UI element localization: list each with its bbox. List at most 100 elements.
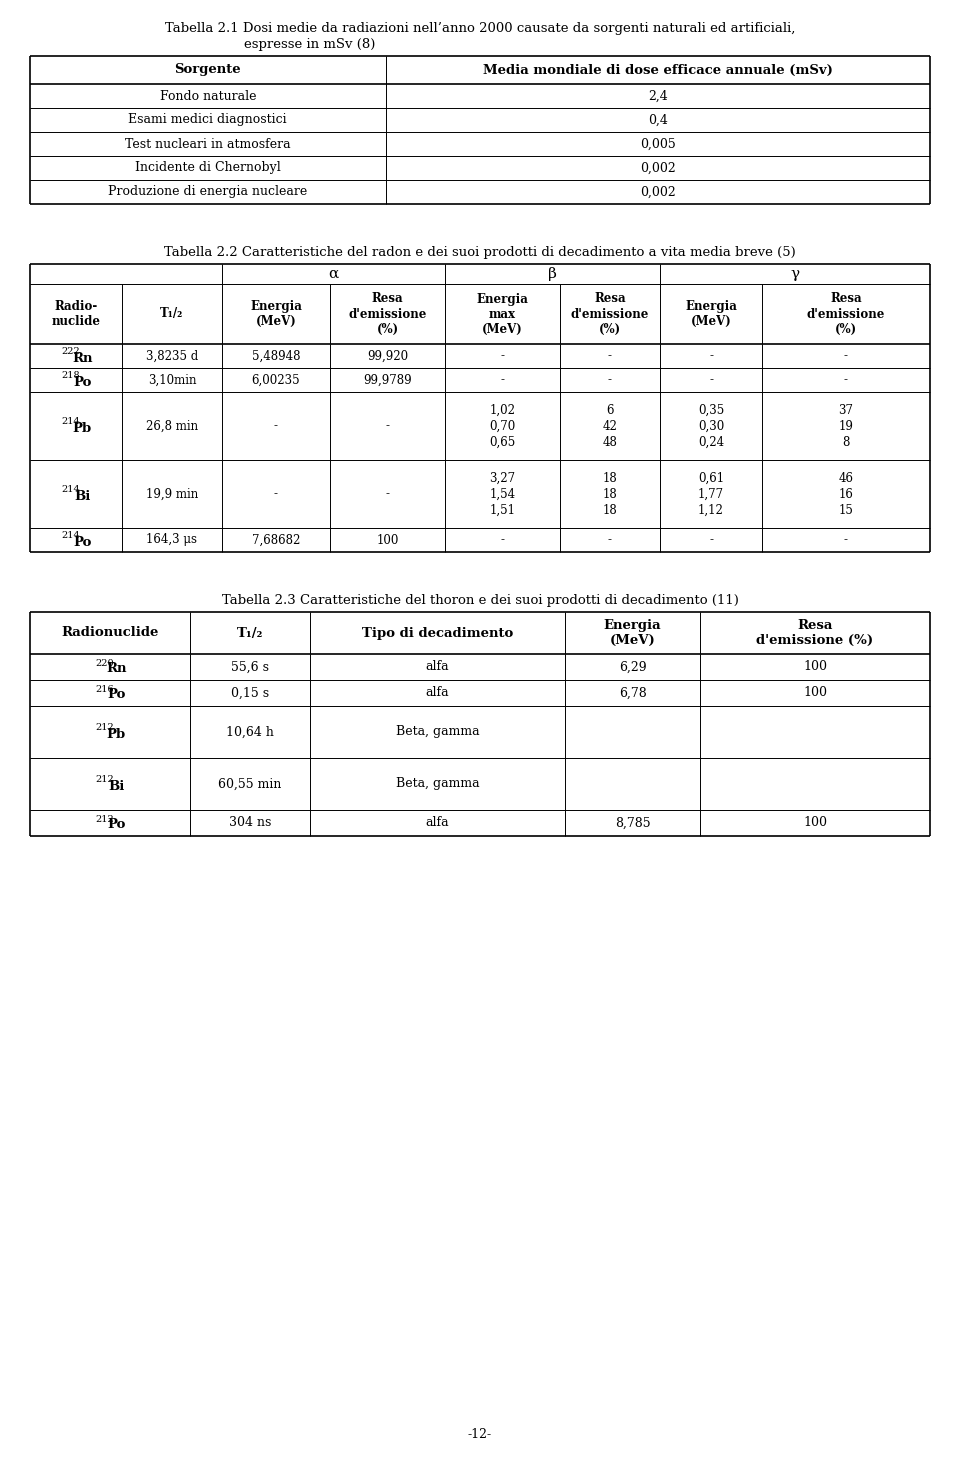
Text: 99,920: 99,920 <box>367 350 408 363</box>
Text: alfa: alfa <box>425 686 449 699</box>
Text: Test nucleari in atmosfera: Test nucleari in atmosfera <box>125 137 291 150</box>
Text: Tipo di decadimento: Tipo di decadimento <box>362 627 514 640</box>
Text: 214: 214 <box>61 485 80 494</box>
Text: Rn: Rn <box>106 663 127 676</box>
Text: Resa
d'emissione
(%): Resa d'emissione (%) <box>348 293 426 335</box>
Text: Tabella 2.1 Dosi medie da radiazioni nell’anno 2000 causate da sorgenti naturali: Tabella 2.1 Dosi medie da radiazioni nel… <box>165 22 795 35</box>
Text: 6,29: 6,29 <box>618 660 646 673</box>
Text: 220: 220 <box>95 659 114 667</box>
Text: Pb: Pb <box>73 421 92 434</box>
Text: Energia
(MeV): Energia (MeV) <box>685 300 737 328</box>
Text: -: - <box>608 373 612 386</box>
Text: Fondo naturale: Fondo naturale <box>159 89 256 102</box>
Text: γ: γ <box>790 267 800 281</box>
Text: alfa: alfa <box>425 660 449 673</box>
Text: 100: 100 <box>376 533 398 546</box>
Text: α: α <box>328 267 339 281</box>
Text: 214: 214 <box>61 532 80 541</box>
Text: Energia
(MeV): Energia (MeV) <box>250 300 302 328</box>
Text: 212: 212 <box>95 814 114 823</box>
Text: -: - <box>709 533 713 546</box>
Text: 18: 18 <box>603 488 617 501</box>
Text: 6,00235: 6,00235 <box>252 373 300 386</box>
Text: Esami medici diagnostici: Esami medici diagnostici <box>129 114 287 127</box>
Text: -: - <box>386 420 390 433</box>
Text: 0,65: 0,65 <box>490 436 516 449</box>
Text: Po: Po <box>73 536 91 548</box>
Text: -: - <box>386 488 390 501</box>
Text: 222: 222 <box>61 348 80 357</box>
Text: 100: 100 <box>803 660 827 673</box>
Text: 0,61: 0,61 <box>698 472 724 485</box>
Text: 0,24: 0,24 <box>698 436 724 449</box>
Text: 0,002: 0,002 <box>640 162 676 175</box>
Text: 164,3 μs: 164,3 μs <box>147 533 198 546</box>
Text: 18: 18 <box>603 472 617 485</box>
Text: 7,68682: 7,68682 <box>252 533 300 546</box>
Text: 19,9 min: 19,9 min <box>146 488 198 501</box>
Text: 10,64 h: 10,64 h <box>226 726 274 739</box>
Text: 8,785: 8,785 <box>614 816 650 829</box>
Text: -: - <box>274 488 278 501</box>
Text: 0,15 s: 0,15 s <box>231 686 269 699</box>
Text: 19: 19 <box>839 420 853 433</box>
Text: -: - <box>844 533 848 546</box>
Text: -: - <box>500 533 505 546</box>
Text: 42: 42 <box>603 420 617 433</box>
Text: 212: 212 <box>95 775 114 784</box>
Text: 100: 100 <box>803 686 827 699</box>
Text: Tabella 2.2 Caratteristiche del radon e dei suoi prodotti di decadimento a vita : Tabella 2.2 Caratteristiche del radon e … <box>164 246 796 259</box>
Text: 0,002: 0,002 <box>640 185 676 198</box>
Text: 60,55 min: 60,55 min <box>218 778 281 791</box>
Text: Rn: Rn <box>72 351 92 364</box>
Text: Media mondiale di dose efficace annuale (mSv): Media mondiale di dose efficace annuale … <box>483 64 832 77</box>
Text: 5,48948: 5,48948 <box>252 350 300 363</box>
Text: 304 ns: 304 ns <box>228 816 271 829</box>
Text: -: - <box>844 350 848 363</box>
Text: T₁/₂: T₁/₂ <box>237 627 263 640</box>
Text: 100: 100 <box>803 816 827 829</box>
Text: Po: Po <box>108 819 126 832</box>
Text: -: - <box>274 420 278 433</box>
Text: -: - <box>608 533 612 546</box>
Text: Beta, gamma: Beta, gamma <box>396 778 479 791</box>
Text: 6,78: 6,78 <box>618 686 646 699</box>
Text: alfa: alfa <box>425 816 449 829</box>
Text: 0,30: 0,30 <box>698 420 724 433</box>
Text: Tabella 2.3 Caratteristiche del thoron e dei suoi prodotti di decadimento (11): Tabella 2.3 Caratteristiche del thoron e… <box>222 594 738 608</box>
Text: -: - <box>709 373 713 386</box>
Text: Po: Po <box>73 376 91 389</box>
Text: 0,005: 0,005 <box>640 137 676 150</box>
Text: Resa
d'emissione
(%): Resa d'emissione (%) <box>571 293 649 335</box>
Text: Bi: Bi <box>108 779 125 793</box>
Text: 8: 8 <box>842 436 850 449</box>
Text: 0,4: 0,4 <box>648 114 668 127</box>
Text: 6: 6 <box>607 404 613 417</box>
Text: 216: 216 <box>95 685 114 694</box>
Text: Energia
(MeV): Energia (MeV) <box>604 619 661 647</box>
Text: 37: 37 <box>838 404 853 417</box>
Text: Resa
d'emissione (%): Resa d'emissione (%) <box>756 619 874 647</box>
Text: T₁/₂: T₁/₂ <box>160 307 183 321</box>
Text: -: - <box>500 373 505 386</box>
Text: 0,70: 0,70 <box>490 420 516 433</box>
Text: -12-: -12- <box>468 1428 492 1441</box>
Text: 26,8 min: 26,8 min <box>146 420 198 433</box>
Text: 3,27: 3,27 <box>490 472 516 485</box>
Text: Po: Po <box>108 689 126 701</box>
Text: 214: 214 <box>61 418 80 427</box>
Text: 1,02: 1,02 <box>490 404 516 417</box>
Text: Radionuclide: Radionuclide <box>61 627 158 640</box>
Text: 99,9789: 99,9789 <box>363 373 412 386</box>
Text: -: - <box>500 350 505 363</box>
Text: -: - <box>709 350 713 363</box>
Text: 1,12: 1,12 <box>698 504 724 516</box>
Text: 2,4: 2,4 <box>648 89 667 102</box>
Text: Pb: Pb <box>107 727 126 740</box>
Text: -: - <box>844 373 848 386</box>
Text: Produzione di energia nucleare: Produzione di energia nucleare <box>108 185 307 198</box>
Text: Sorgente: Sorgente <box>175 64 241 77</box>
Text: Beta, gamma: Beta, gamma <box>396 726 479 739</box>
Text: 1,77: 1,77 <box>698 488 724 501</box>
Text: 212: 212 <box>95 724 114 733</box>
